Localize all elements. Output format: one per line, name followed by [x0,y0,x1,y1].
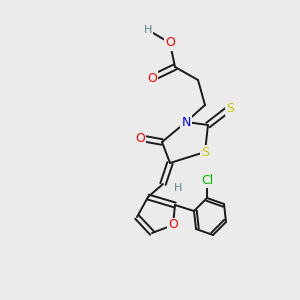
Text: H: H [144,25,152,35]
Text: H: H [174,183,182,193]
Text: O: O [135,131,145,145]
Text: S: S [226,101,234,115]
Text: O: O [165,37,175,50]
Text: N: N [181,116,191,128]
Text: O: O [147,71,157,85]
Text: S: S [201,146,209,158]
Text: O: O [168,218,178,232]
Text: Cl: Cl [201,173,213,187]
